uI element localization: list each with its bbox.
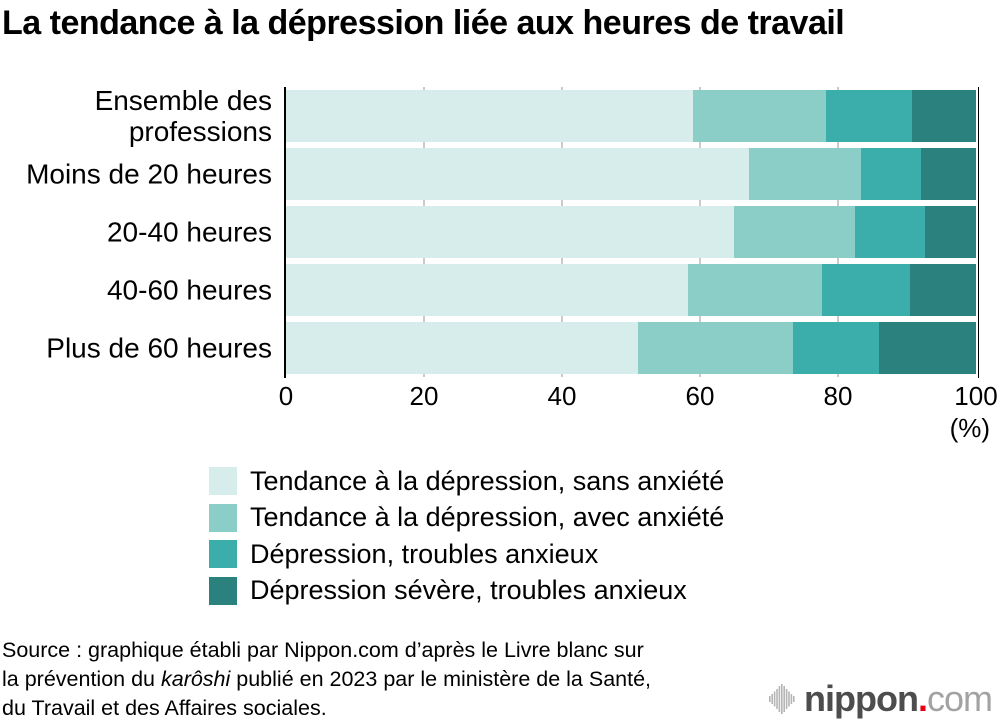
bar-segment: [822, 264, 911, 316]
legend-label: Dépression sévère, troubles anxieux: [250, 575, 687, 606]
legend-swatch: [209, 503, 237, 532]
category-label: Plus de 60 heures: [46, 332, 272, 364]
axis-line-hundred: [977, 87, 980, 378]
bar-segment: [286, 322, 638, 374]
x-tick-label: 100: [954, 381, 998, 411]
legend-label: Dépression, troubles anxieux: [250, 538, 599, 569]
legend-swatch: [209, 576, 237, 605]
bar-segment: [286, 264, 689, 316]
category-labels: Ensemble des professions Moins de 20 heur…: [0, 0, 272, 420]
bar-segment: [911, 90, 976, 142]
x-tick-label: 20: [409, 381, 439, 411]
x-tick-label: 40: [547, 381, 577, 411]
x-tick-label: 60: [685, 381, 715, 411]
bar-row: [286, 90, 976, 142]
legend: Tendance à la dépression, sans anxiété Te…: [209, 463, 724, 609]
logo-text: nippon.com: [804, 678, 993, 720]
legend-label: Tendance à la dépression, sans anxiété: [250, 465, 725, 496]
category-label: 40-60 heures: [106, 274, 272, 306]
bar-segment: [826, 90, 912, 142]
source-line: Source : graphique établi par Nippon.com…: [2, 638, 644, 662]
bar-segment: [793, 322, 880, 374]
soundwave-icon: [769, 684, 795, 714]
bar-segment: [748, 148, 861, 200]
category-label: Moins de 20 heures: [26, 158, 272, 190]
x-tick-label: 0: [278, 381, 294, 411]
x-axis-ticks: 0 20 40 60 80 100: [279, 381, 998, 411]
logo-dot: .: [917, 678, 928, 719]
bar-segment: [286, 148, 749, 200]
legend-swatch: [209, 467, 237, 496]
bar-segment: [637, 322, 794, 374]
chart-title: La tendance à la dépression liée aux heu…: [2, 4, 845, 42]
bar-row: [286, 264, 976, 316]
legend-label: Tendance à la dépression, avec anxiété: [250, 502, 725, 533]
bar-row: [286, 322, 976, 374]
source-italic-term: karôshi: [160, 666, 231, 691]
bar-segment: [733, 206, 856, 258]
bar-segment: [688, 264, 823, 316]
legend-item: Dépression, troubles anxieux: [209, 536, 724, 573]
bar-segment: [860, 148, 921, 200]
category-label: Ensemble des professions: [94, 85, 272, 147]
bar-segment: [920, 148, 976, 200]
bar-row: [286, 148, 976, 200]
x-tick-label: 80: [823, 381, 853, 411]
legend-item: Tendance à la dépression, sans anxiété: [209, 463, 724, 500]
category-label: 20-40 heures: [106, 216, 272, 248]
nippon-logo: nippon.com: [769, 674, 993, 724]
source-line: du Travail et des Affaires sociales.: [2, 695, 327, 720]
bar-segment: [855, 206, 925, 258]
axis-line-zero: [283, 87, 286, 378]
logo-tld: com: [926, 678, 993, 719]
x-axis-unit-label: (%): [949, 413, 990, 443]
legend-item: Tendance à la dépression, avec anxiété: [209, 500, 724, 537]
bar-segment: [693, 90, 827, 142]
plot-area: [283, 87, 980, 378]
logo-brand: nippon: [804, 678, 919, 719]
bar-segment: [286, 206, 734, 258]
bar-segment: [879, 322, 976, 374]
source-line: la prévention du karôshi publié en 2023 …: [2, 666, 652, 691]
legend-swatch: [209, 540, 237, 569]
bar-segment: [924, 206, 976, 258]
bar-segment: [286, 90, 694, 142]
legend-item: Dépression sévère, troubles anxieux: [209, 573, 724, 610]
bar-segment: [910, 264, 976, 316]
bar-row: [286, 206, 976, 258]
source-note: Source : graphique établi par Nippon.com…: [2, 636, 651, 722]
